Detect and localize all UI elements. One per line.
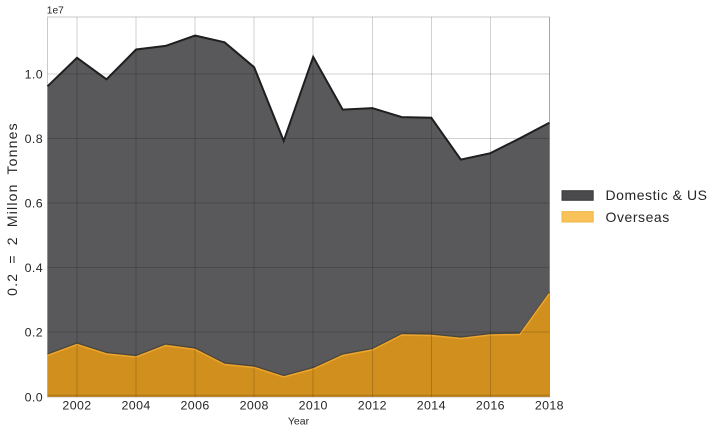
svg-text:2018: 2018 (535, 399, 564, 413)
svg-text:0.2: 0.2 (25, 326, 43, 340)
svg-text:Domestic & US: Domestic & US (606, 187, 708, 203)
svg-text:1e7: 1e7 (47, 6, 64, 17)
svg-text:0.4: 0.4 (25, 261, 43, 275)
svg-text:0.8: 0.8 (25, 132, 43, 146)
svg-text:Overseas: Overseas (606, 209, 670, 225)
svg-text:0.6: 0.6 (25, 197, 43, 211)
svg-text:1.0: 1.0 (25, 68, 43, 82)
svg-text:Year: Year (288, 416, 310, 428)
svg-text:2006: 2006 (181, 399, 210, 413)
svg-text:2012: 2012 (358, 399, 387, 413)
svg-text:2004: 2004 (122, 399, 151, 413)
svg-text:2002: 2002 (62, 399, 91, 413)
svg-text:2016: 2016 (476, 399, 505, 413)
svg-text:2014: 2014 (417, 399, 446, 413)
svg-text:0.2 = 2 Millon Tonnes: 0.2 = 2 Millon Tonnes (4, 122, 20, 296)
svg-text:2010: 2010 (299, 399, 328, 413)
svg-text:0.0: 0.0 (25, 390, 43, 404)
svg-text:2008: 2008 (240, 399, 269, 413)
